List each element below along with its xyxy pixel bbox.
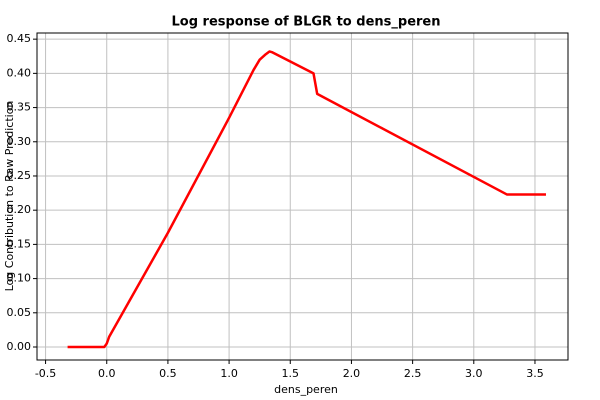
y-tick-label: 0.15: [7, 237, 32, 250]
y-tick-label: 0.45: [7, 32, 32, 45]
y-tick-label: 0.35: [7, 101, 32, 114]
y-tick-label: 0.20: [7, 203, 32, 216]
y-tick-label: 0.00: [7, 340, 32, 353]
y-tick-label: 0.05: [7, 306, 32, 319]
x-tick-label: 3.5: [526, 367, 544, 380]
chart-title: Log response of BLGR to dens_peren: [172, 15, 441, 30]
y-axis-label: Log Contribution to Raw Prediction: [3, 101, 16, 292]
x-tick-label: 3.0: [465, 367, 483, 380]
y-tick-label: 0.30: [7, 135, 32, 148]
x-tick-label: 1.0: [220, 367, 238, 380]
x-axis-label: dens_peren: [274, 383, 338, 396]
x-tick-label: 1.5: [282, 367, 300, 380]
x-tick-label: 2.5: [404, 367, 422, 380]
y-tick-label: 0.40: [7, 66, 32, 79]
y-tick-label: 0.10: [7, 272, 32, 285]
data-line: [67, 50, 546, 349]
x-tick-label: -0.5: [35, 367, 56, 380]
x-tick-label: 2.0: [343, 367, 361, 380]
x-tick-label: 0.5: [159, 367, 177, 380]
plot-frame: [36, 32, 569, 361]
y-tick-label: 0.25: [7, 169, 32, 182]
x-tick-label: 0.0: [98, 367, 116, 380]
